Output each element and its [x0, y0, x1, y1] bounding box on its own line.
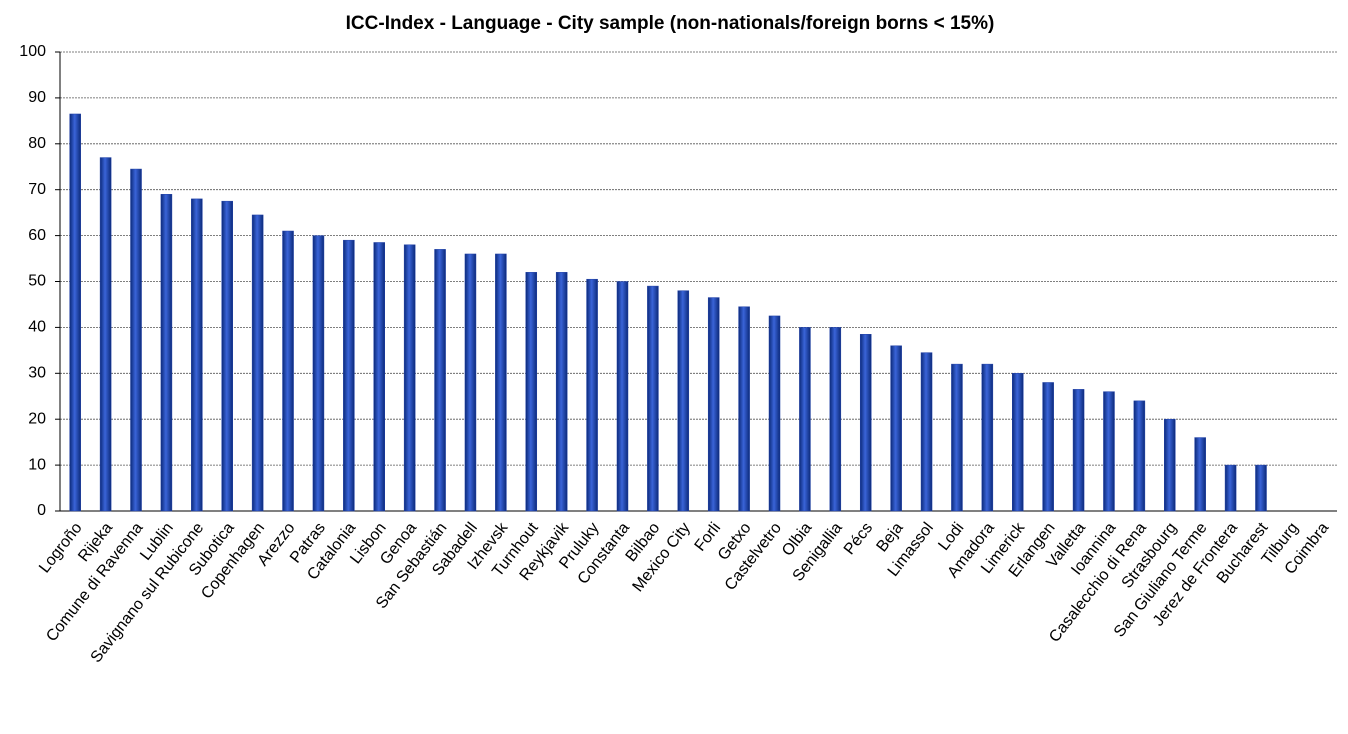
y-tick-label: 0 [37, 502, 46, 519]
bar [464, 253, 477, 512]
bar [434, 249, 446, 512]
bar [525, 272, 538, 512]
y-tick-label: 10 [28, 456, 46, 473]
y-tick-label: 50 [28, 273, 46, 290]
bar [1012, 373, 1024, 512]
bar [312, 235, 325, 512]
bar [251, 214, 264, 512]
bar [373, 242, 385, 512]
bar [738, 306, 750, 512]
bar [1103, 391, 1115, 512]
y-tick-label: 100 [19, 43, 46, 60]
bar [677, 290, 690, 512]
bar [99, 157, 112, 512]
bar [647, 285, 659, 512]
bar [616, 281, 629, 512]
y-tick-label: 40 [28, 319, 46, 336]
x-tick-label: Pécs [841, 520, 876, 559]
bar [981, 363, 994, 512]
bar [799, 327, 811, 512]
bar [1042, 382, 1054, 512]
y-tick-label: 70 [28, 181, 46, 198]
bar [191, 198, 203, 512]
bar [707, 297, 720, 512]
x-tick-label: Logroño [36, 520, 86, 577]
bar [1224, 464, 1237, 512]
y-tick-label: 80 [28, 135, 46, 152]
bar [920, 352, 933, 512]
bar [221, 200, 233, 512]
bar [1133, 400, 1146, 512]
bar [555, 272, 568, 512]
y-tick-label: 60 [28, 227, 46, 244]
bar [282, 230, 294, 512]
chart-title: ICC-Index - Language - City sample (non-… [346, 13, 995, 34]
bar [768, 315, 781, 512]
bar [403, 244, 416, 512]
bar [1072, 389, 1085, 512]
y-tick-label: 30 [28, 365, 46, 382]
bar [130, 168, 142, 512]
bar [586, 278, 598, 512]
bar [951, 363, 963, 512]
bar [160, 194, 173, 512]
bar [829, 327, 842, 512]
bar [1194, 437, 1206, 512]
bar [343, 239, 355, 512]
bar [1164, 418, 1176, 512]
bar [859, 334, 872, 512]
y-tick-label: 20 [28, 410, 46, 427]
bar [890, 345, 902, 512]
y-tick-label: 90 [28, 89, 46, 106]
bar [69, 113, 81, 512]
bar [495, 253, 507, 512]
bar [1255, 464, 1267, 512]
